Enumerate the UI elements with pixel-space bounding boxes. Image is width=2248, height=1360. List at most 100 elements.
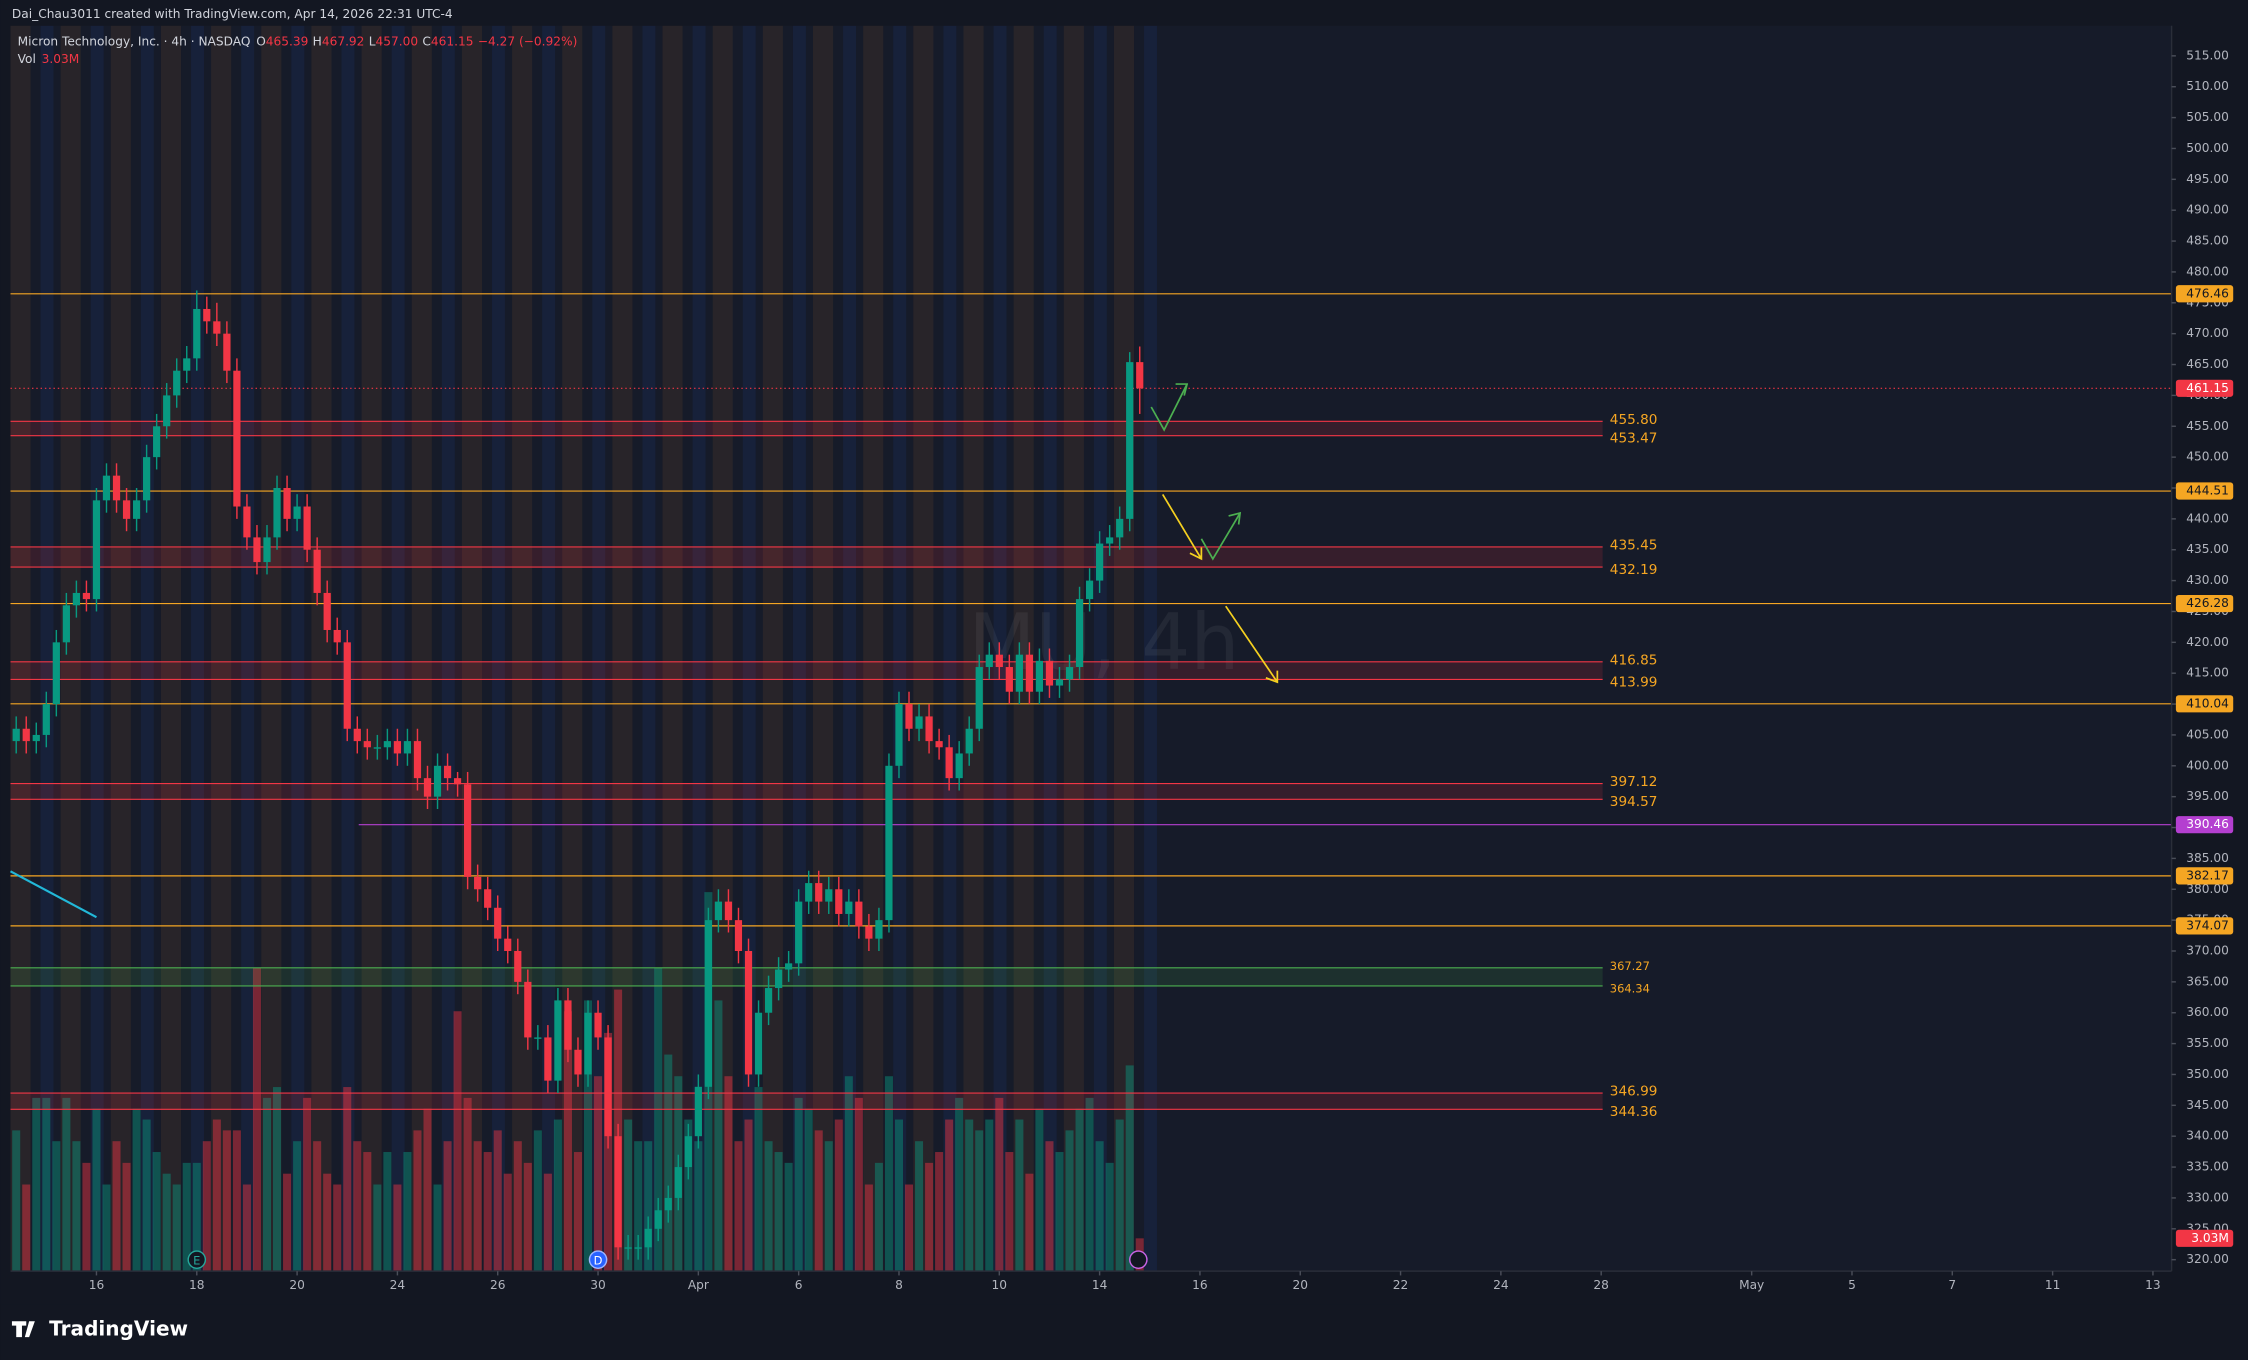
candle-body xyxy=(12,728,20,742)
flash-icon[interactable] xyxy=(1129,1250,1148,1269)
brand-logo xyxy=(11,1321,35,1338)
volume-bar xyxy=(874,1162,883,1272)
volume-bar xyxy=(373,1184,382,1272)
candle-body xyxy=(1065,667,1074,680)
volume-bar xyxy=(844,1076,853,1272)
volume-bar xyxy=(804,1108,813,1272)
candle-body xyxy=(1045,660,1054,686)
volume-bar xyxy=(543,1173,552,1272)
candle-body xyxy=(313,549,321,593)
candle-body xyxy=(143,457,151,501)
volume-bar xyxy=(353,1141,362,1272)
ohlc-key: H xyxy=(313,34,322,48)
candle-body xyxy=(594,1012,602,1038)
level-badge-label: 426.28 xyxy=(2186,596,2229,610)
candle-body xyxy=(985,654,993,668)
session-stripe xyxy=(692,25,706,1272)
zone xyxy=(10,661,1603,680)
volume-bar xyxy=(363,1152,372,1272)
volume-bar xyxy=(995,1097,1004,1272)
candle-body xyxy=(875,920,883,939)
volume-bar xyxy=(1055,1152,1064,1272)
volume-bar xyxy=(172,1184,181,1272)
volume-bar xyxy=(232,1130,241,1272)
session-stripe xyxy=(1013,25,1034,1272)
candle-body xyxy=(734,920,743,951)
session-stripe xyxy=(762,25,783,1272)
volume-bar xyxy=(744,1119,753,1272)
volume-bar xyxy=(794,1097,803,1272)
vol-key: Vol xyxy=(18,51,36,65)
x-tick-label: 28 xyxy=(1593,1278,1609,1292)
y-tick-label: 450.00 xyxy=(2186,450,2229,464)
level-badge-label: 476.46 xyxy=(2186,286,2229,300)
candle-body xyxy=(744,950,753,1075)
session-stripe xyxy=(391,25,405,1272)
volume-bar xyxy=(242,1184,251,1272)
session-stripe xyxy=(863,25,884,1272)
level-badge-label: 410.04 xyxy=(2186,696,2229,710)
candle-body xyxy=(484,889,492,908)
x-tick-label: 20 xyxy=(1292,1278,1308,1292)
event-icon[interactable] xyxy=(187,1250,207,1269)
session-stripe xyxy=(843,25,857,1272)
y-tick-label: 395.00 xyxy=(2186,789,2229,803)
volume-bar xyxy=(142,1119,151,1272)
candle-body xyxy=(574,1049,582,1075)
volume-bar xyxy=(965,1119,974,1272)
ohlc-value: 457.00 xyxy=(376,34,419,48)
session-stripe xyxy=(943,25,957,1272)
session-stripe xyxy=(311,25,332,1272)
volume-bar xyxy=(975,1130,984,1272)
candle-body xyxy=(474,876,482,890)
x-tick-label: 8 xyxy=(895,1278,903,1292)
volume-bar xyxy=(393,1184,402,1272)
candle-body xyxy=(724,901,733,921)
event-icon[interactable] xyxy=(588,1250,608,1269)
candle-body xyxy=(353,728,361,742)
candle-body xyxy=(62,605,70,643)
session-stripe xyxy=(90,25,104,1272)
candle-body xyxy=(544,1037,552,1081)
volume-bar xyxy=(503,1173,512,1272)
candle-body xyxy=(835,889,843,914)
candle-body xyxy=(524,981,532,1038)
candle-body xyxy=(173,370,181,396)
candle-body xyxy=(393,741,402,754)
candle-body xyxy=(925,716,933,742)
last-price-label: 461.15 xyxy=(2186,381,2229,395)
volume-bar xyxy=(293,1141,302,1272)
volume-bar xyxy=(52,1141,61,1272)
badges-layer: 476.46 444.51 426.28 410.04 390.46 382.17 374.… xyxy=(2175,285,2234,1247)
volume-bar xyxy=(905,1184,914,1272)
zone xyxy=(10,546,1603,568)
candle-body xyxy=(363,741,371,748)
volume-bar xyxy=(72,1141,81,1272)
y-tick-label: 500.00 xyxy=(2186,141,2229,155)
volume-bar xyxy=(82,1162,91,1272)
zone-label: 394.57 xyxy=(1610,794,1658,810)
y-tick-label: 415.00 xyxy=(2186,666,2229,680)
candle-body xyxy=(1025,654,1034,692)
volume-bar xyxy=(102,1184,111,1272)
candle-body xyxy=(42,704,50,735)
session-stripe xyxy=(291,25,305,1272)
y-tick-label: 470.00 xyxy=(2186,326,2229,340)
volume-bar xyxy=(864,1184,873,1272)
zone-label: 367.27 xyxy=(1610,959,1650,973)
zone-label: 346.99 xyxy=(1610,1084,1658,1100)
level-badge xyxy=(2175,695,2234,713)
volume-bar xyxy=(774,1152,783,1272)
session-stripe xyxy=(261,25,282,1272)
x-tick-label: 24 xyxy=(390,1278,406,1292)
volume-bar xyxy=(1105,1162,1114,1272)
x-tick-label: 7 xyxy=(1948,1278,1956,1292)
y-tick-label: 345.00 xyxy=(2186,1098,2229,1112)
volume-bar xyxy=(202,1141,211,1272)
volume-bar xyxy=(945,1119,954,1272)
candle-body xyxy=(203,308,211,322)
trend-line xyxy=(9,870,97,919)
level-badge-label: 374.07 xyxy=(2186,918,2229,932)
volume-bar xyxy=(62,1097,71,1272)
